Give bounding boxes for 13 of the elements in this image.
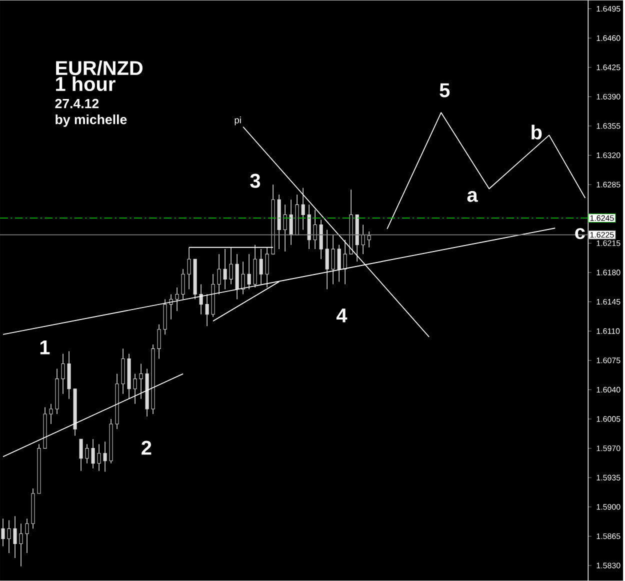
annotation: 2: [142, 440, 152, 455]
annotation: b: [532, 124, 542, 140]
series-label: pi: [234, 116, 241, 126]
text: 1 hour: [56, 76, 116, 92]
annotation: 4: [336, 308, 348, 322]
annotation: c: [575, 228, 585, 240]
annotation: by michelle: [56, 114, 127, 127]
annotation: 27.4.12: [55, 98, 99, 108]
text: EUR/NZD: [56, 60, 143, 76]
annotation: 3: [250, 174, 260, 188]
annotation: a: [467, 191, 478, 202]
annotation: 1: [40, 340, 50, 354]
annotation: 5: [440, 83, 450, 98]
